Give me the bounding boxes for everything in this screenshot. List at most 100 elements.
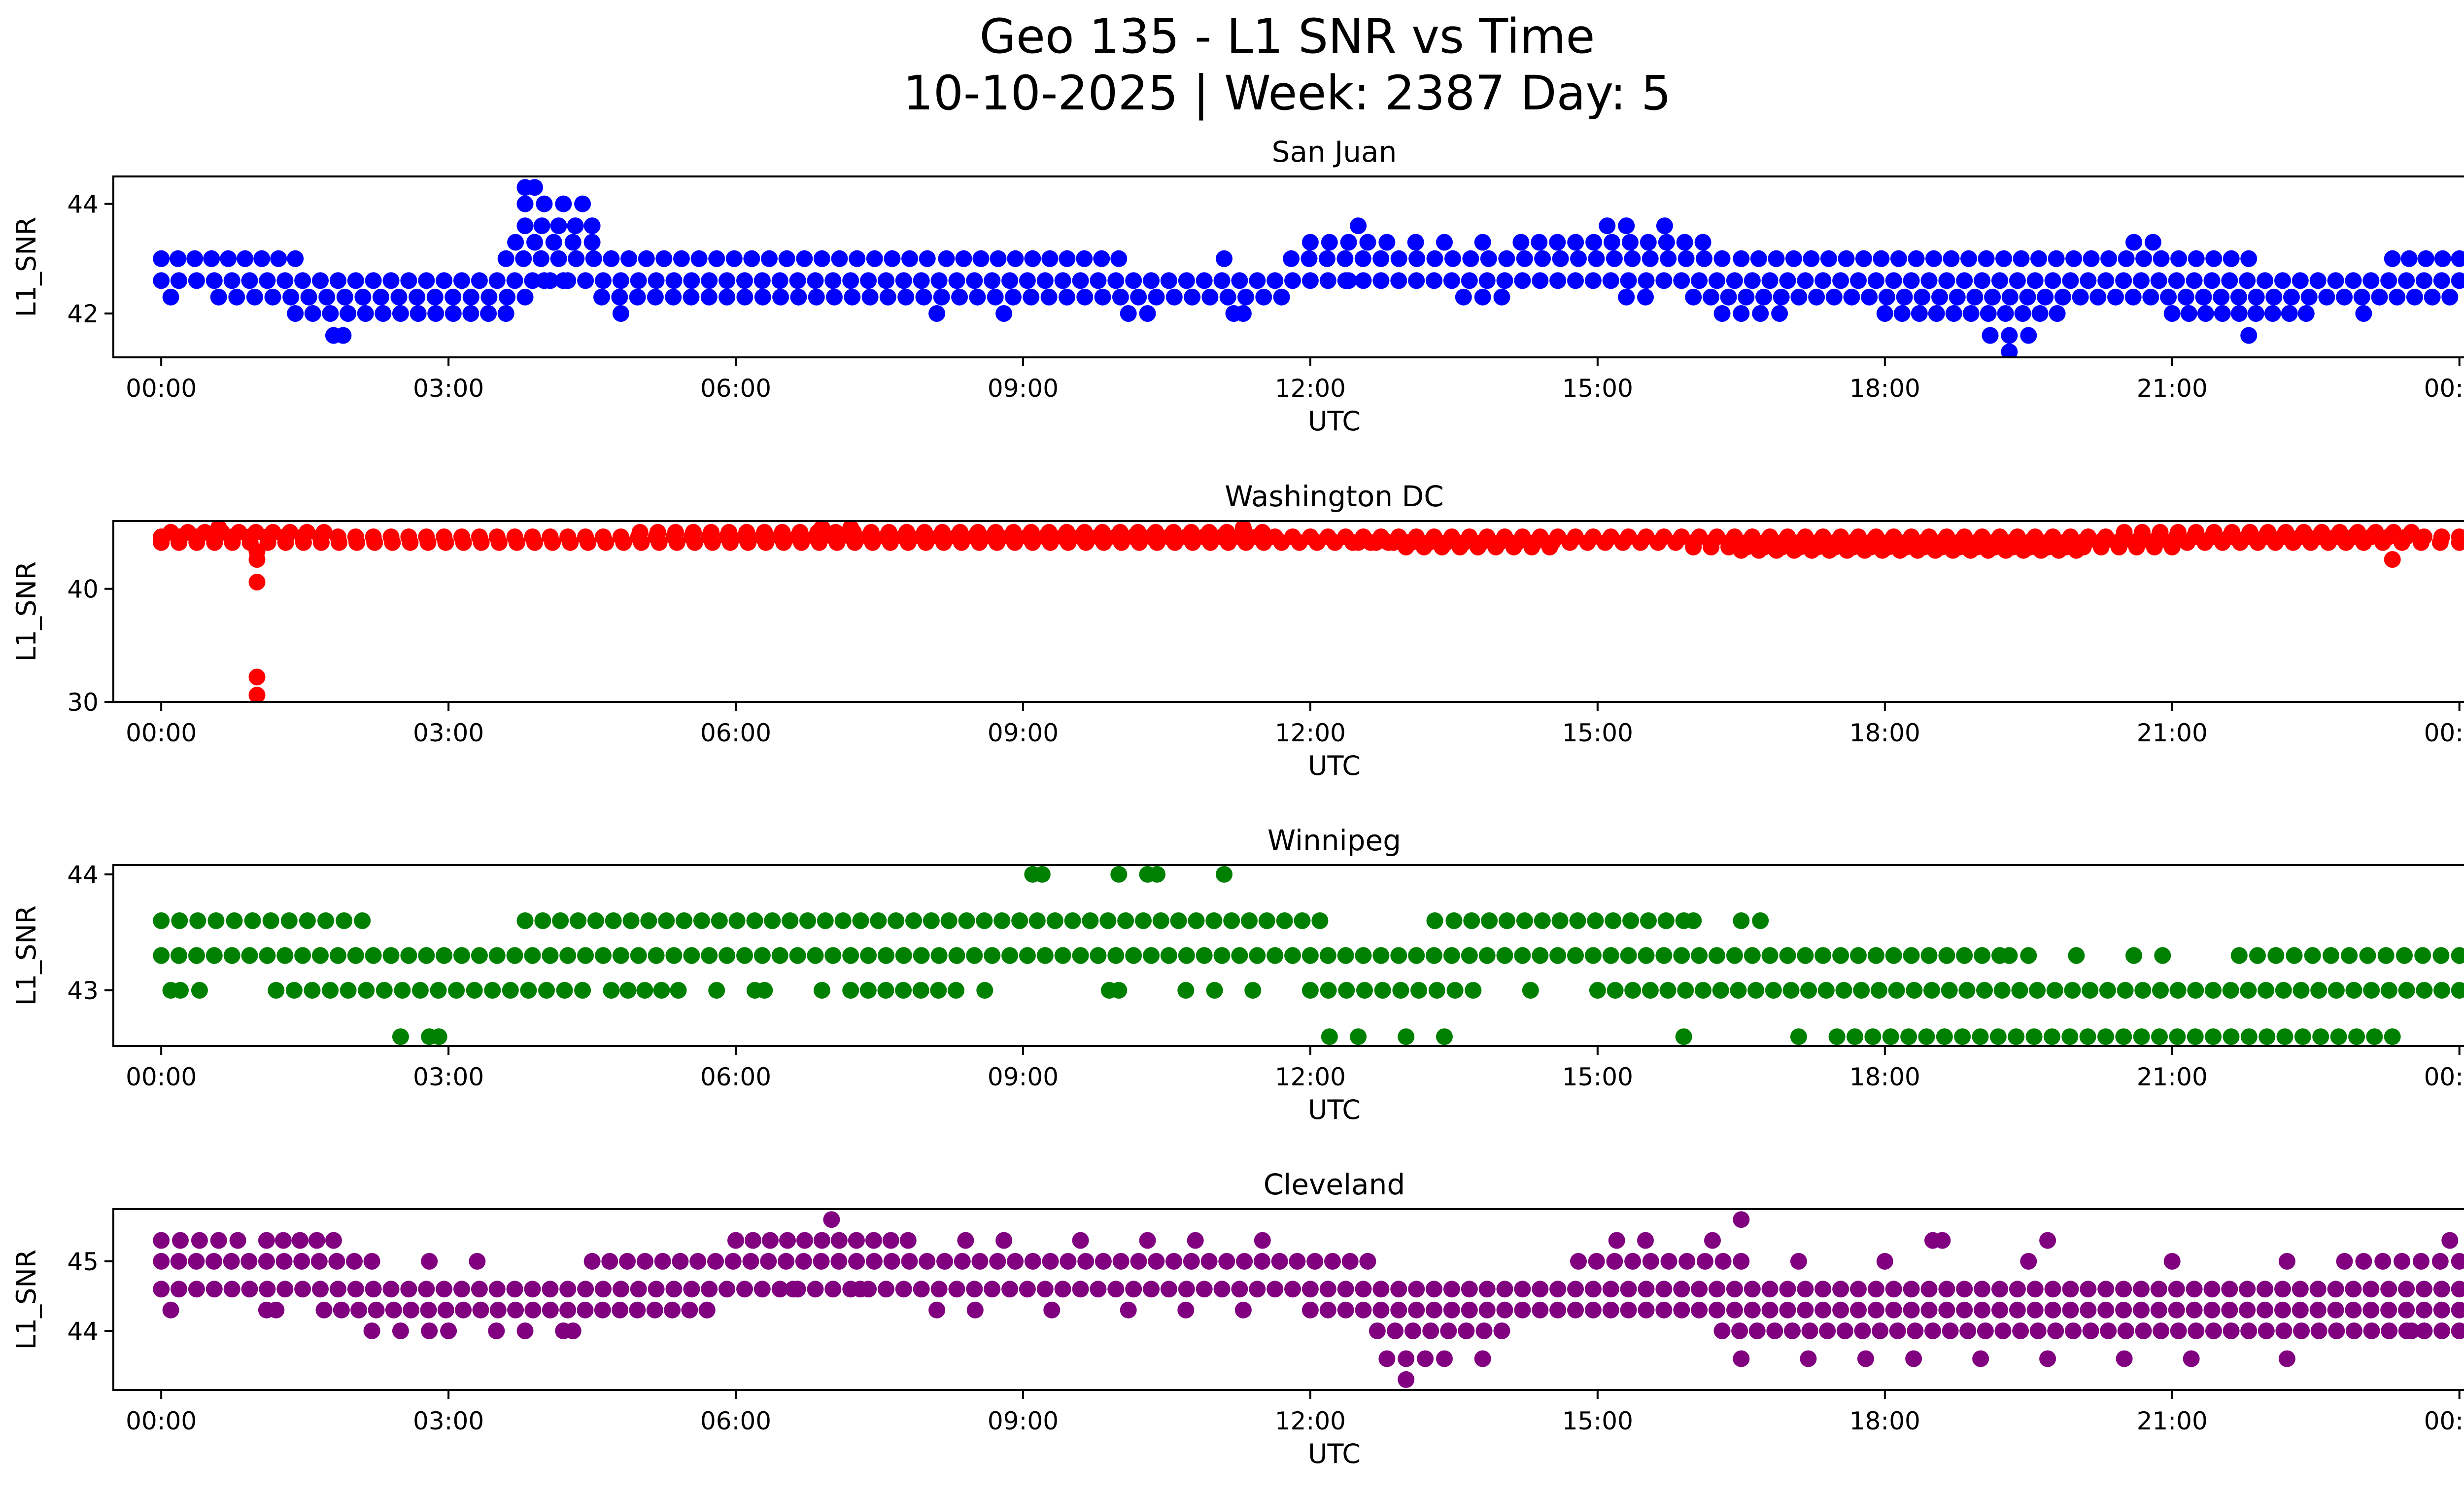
data-point (516, 195, 534, 212)
data-point (1461, 272, 1478, 289)
data-point (1350, 1028, 1367, 1045)
data-point (859, 982, 877, 999)
data-point (1942, 1322, 1959, 1339)
data-point (1800, 1350, 1817, 1367)
data-point (1178, 272, 1195, 289)
data-point (1618, 288, 1635, 306)
data-point (1570, 1252, 1587, 1270)
data-point (1046, 912, 1063, 929)
data-point (2125, 234, 2142, 251)
data-point (585, 250, 602, 267)
data-point (484, 982, 501, 999)
data-point (1589, 982, 1606, 999)
x-tick-label: 06:00 (700, 719, 771, 747)
data-point (2371, 288, 2388, 306)
data-point (1177, 982, 1195, 999)
data-point (1341, 1252, 1359, 1270)
data-point (294, 947, 311, 964)
data-point (205, 1281, 223, 1298)
data-point (1709, 947, 1725, 964)
data-point (489, 1301, 507, 1319)
data-point (1549, 947, 1567, 964)
data-point (1995, 250, 2012, 267)
data-point (761, 250, 778, 267)
data-point (2169, 523, 2187, 541)
data-point (612, 1281, 629, 1298)
data-point (2037, 288, 2054, 306)
data-point (325, 1232, 342, 1249)
data-point (2064, 982, 2081, 999)
data-point (631, 523, 649, 541)
data-point (2295, 523, 2312, 541)
data-point (536, 195, 553, 212)
data-point (1308, 534, 1326, 551)
data-point (913, 947, 930, 964)
data-point (1336, 250, 1354, 267)
data-point (1761, 272, 1779, 289)
data-point (1761, 947, 1779, 964)
data-point (1076, 523, 1093, 541)
data-point (1184, 288, 1201, 306)
data-point (488, 272, 506, 289)
data-point (354, 912, 371, 929)
data-point (1642, 250, 1659, 267)
data-point (603, 250, 620, 267)
data-point (1234, 521, 1252, 536)
data-point (2009, 1301, 2026, 1319)
data-point (1832, 272, 1849, 289)
x-tick-label: 03:00 (413, 719, 484, 747)
data-point (601, 1252, 618, 1270)
data-point (2330, 1028, 2347, 1045)
data-point (897, 288, 915, 306)
data-point (577, 947, 594, 964)
data-point (1390, 947, 1407, 964)
data-point (2169, 1028, 2186, 1045)
data-point (2168, 1281, 2185, 1298)
data-point (2240, 1322, 2258, 1339)
data-point (2415, 1281, 2432, 1298)
data-point (368, 1301, 385, 1319)
data-point (400, 272, 417, 289)
data-point (1301, 1281, 1319, 1298)
data-point (188, 947, 205, 964)
data-point (1398, 1028, 1415, 1045)
data-point (1906, 982, 1923, 999)
data-point (2223, 250, 2240, 267)
data-point (1496, 947, 1513, 964)
data-point (471, 947, 488, 964)
data-point (1337, 1301, 1354, 1319)
data-point (1160, 947, 1177, 964)
data-point (318, 288, 336, 306)
data-point (2044, 272, 2061, 289)
data-point (1876, 1252, 1893, 1270)
data-point (1850, 947, 1867, 964)
data-point (153, 912, 170, 929)
data-point (1980, 305, 1997, 322)
data-point (403, 1301, 420, 1319)
data-point (654, 1252, 671, 1270)
data-point (2281, 305, 2298, 322)
data-point (1369, 1322, 1386, 1339)
data-point (502, 982, 519, 999)
data-point (2152, 982, 2169, 999)
data-point (1187, 1232, 1204, 1249)
data-point (196, 523, 213, 541)
data-point (1694, 234, 1711, 251)
data-point (2082, 982, 2099, 999)
data-point (268, 982, 285, 999)
data-point (895, 982, 912, 999)
data-point (1324, 1252, 1341, 1270)
data-point (2188, 523, 2205, 541)
data-point (1493, 288, 1510, 306)
data-point (711, 912, 728, 929)
data-point (1461, 1301, 1478, 1319)
data-point (1614, 534, 1631, 551)
data-point (603, 982, 620, 999)
data-point (1398, 1371, 1415, 1388)
data-point (1584, 1301, 1602, 1319)
data-point (1549, 234, 1566, 251)
data-point (308, 1232, 325, 1249)
data-point (1864, 1028, 1882, 1045)
data-point (333, 1301, 350, 1319)
data-point (1713, 250, 1731, 267)
